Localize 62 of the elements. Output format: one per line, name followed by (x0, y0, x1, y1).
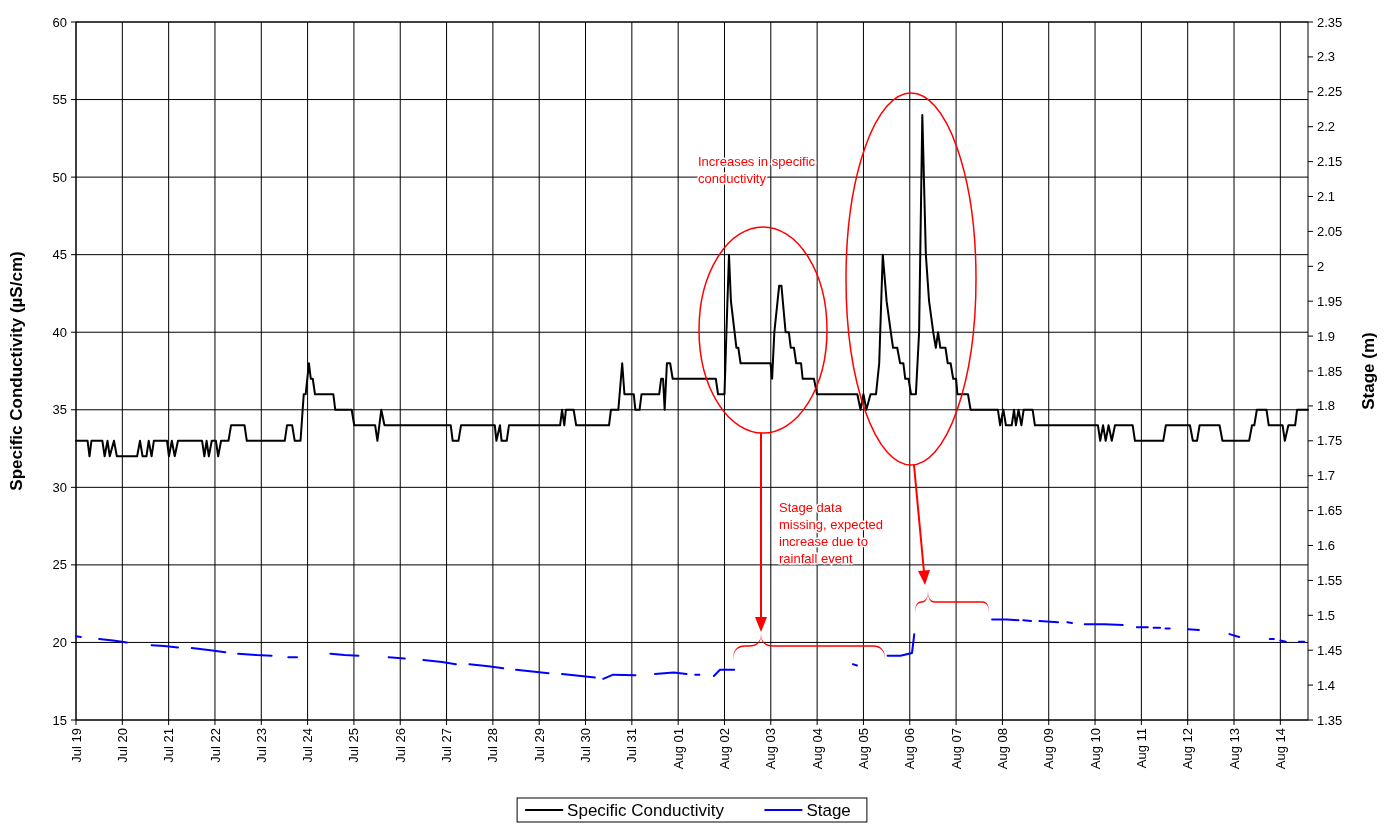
y2-tick-label: 1.5 (1317, 607, 1336, 623)
y-tick-label: 40 (52, 324, 67, 340)
y2-tick-label: 1.35 (1317, 712, 1343, 728)
x-tick-label: Jul 22 (207, 728, 223, 763)
y2-axis-title: Stage (m) (1359, 332, 1378, 410)
y2-tick-label: 2.05 (1317, 223, 1343, 239)
y2-tick-label: 2.35 (1317, 14, 1343, 30)
y2-tick-label: 1.75 (1317, 433, 1343, 449)
y2-tick-label: 1.7 (1317, 468, 1336, 484)
x-tick-label: Aug 09 (1041, 728, 1057, 770)
y-tick-label: 50 (52, 169, 67, 185)
x-tick-label: Aug 11 (1133, 728, 1149, 769)
x-tick-label: Jul 31 (624, 728, 640, 763)
y-axis-title: Specific Conductivity (µS/cm) (7, 251, 26, 491)
y2-tick-label: 2.2 (1317, 119, 1336, 135)
x-tick-label: Aug 07 (948, 728, 964, 770)
x-tick-label: Jul 28 (485, 728, 501, 763)
legend-label: Specific Conductivity (567, 800, 725, 820)
y2-tick-label: 1.55 (1317, 572, 1343, 588)
x-tick-label: Jul 19 (68, 728, 84, 763)
y2-tick-label: 2.1 (1317, 189, 1336, 205)
x-tick-label: Jul 21 (161, 728, 177, 763)
x-tick-label: Jul 25 (346, 728, 362, 763)
legend-label: Stage (806, 800, 851, 820)
x-tick-label: Jul 29 (531, 728, 547, 763)
x-tick-label: Jul 24 (300, 728, 316, 763)
x-tick-label: Aug 10 (1087, 728, 1103, 770)
x-tick-label: Aug 14 (1272, 728, 1288, 770)
y2-tick-label: 1.9 (1317, 328, 1336, 344)
y-tick-label: 15 (52, 712, 67, 728)
y-tick-label: 45 (52, 247, 67, 263)
x-tick-label: Aug 03 (763, 728, 779, 770)
y2-tick-label: 1.85 (1317, 363, 1343, 379)
y2-tick-label: 2.25 (1317, 84, 1343, 100)
y-tick-label: 25 (52, 557, 67, 573)
y-tick-label: 30 (52, 479, 67, 495)
x-tick-label: Jul 23 (253, 728, 269, 763)
x-tick-label: Jul 26 (392, 728, 408, 763)
y2-tick-label: 1.8 (1317, 398, 1336, 414)
x-tick-label: Jul 27 (439, 728, 455, 763)
y2-tick-label: 2.3 (1317, 49, 1336, 65)
x-tick-label: Aug 05 (856, 728, 871, 770)
y2-tick-label: 1.95 (1317, 293, 1343, 309)
y-tick-label: 35 (52, 402, 67, 418)
x-tick-label: Aug 13 (1226, 728, 1242, 770)
x-tick-label: Jul 30 (578, 728, 594, 763)
y2-tick-label: 2.15 (1317, 154, 1343, 170)
x-tick-label: Jul 20 (114, 728, 130, 763)
x-tick-label: Aug 12 (1180, 728, 1196, 770)
y2-tick-label: 1.45 (1317, 642, 1343, 658)
x-tick-label: Aug 02 (717, 728, 733, 770)
x-tick-label: Aug 08 (994, 728, 1010, 770)
y-tick-label: 55 (52, 92, 67, 108)
y-tick-label: 20 (52, 634, 67, 650)
x-tick-label: Aug 06 (902, 728, 918, 770)
y-tick-label: 60 (52, 14, 67, 30)
y2-tick-label: 1.4 (1317, 677, 1336, 693)
y2-tick-label: 2 (1317, 258, 1325, 274)
y2-tick-label: 1.6 (1317, 538, 1336, 554)
x-tick-label: Aug 04 (809, 728, 825, 770)
y2-tick-label: 1.65 (1317, 503, 1343, 519)
x-tick-label: Aug 01 (670, 728, 686, 770)
